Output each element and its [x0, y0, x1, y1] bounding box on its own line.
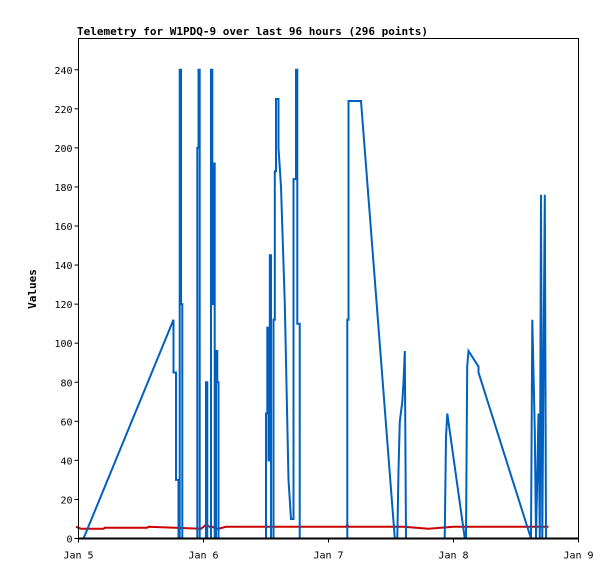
y-tick-label: 200: [54, 144, 72, 155]
y-tick-label: 40: [60, 456, 72, 467]
y-tick-label: 180: [54, 183, 72, 194]
axis-ticks: 0 20 40 60 80 100 120 140 160 180 200 220 240 Jan 5 Ja…: [54, 66, 593, 562]
y-tick-label: 120: [54, 300, 72, 311]
y-tick-label: 220: [54, 105, 72, 116]
x-tick-label: Jan 7: [313, 551, 343, 562]
series-line-0: [75, 522, 549, 530]
series-group: [75, 68, 579, 540]
y-tick-label: 80: [60, 378, 72, 389]
y-tick-label: 20: [60, 495, 72, 506]
y-tick-label: 0: [66, 535, 72, 546]
y-tick-label: 100: [54, 339, 72, 350]
x-tick-label: Jan 5: [63, 551, 93, 562]
x-tick-label: Jan 8: [438, 551, 468, 562]
series-line-1: [82, 68, 548, 540]
y-axis-label: Values: [26, 269, 39, 309]
x-tick-label: Jan 9: [563, 551, 593, 562]
y-tick-label: 240: [54, 66, 72, 77]
chart-title: Telemetry for W1PDQ-9 over last 96 hours…: [77, 25, 428, 38]
plot-frame: [78, 38, 579, 539]
y-tick-label: 60: [60, 417, 72, 428]
y-tick-label: 140: [54, 261, 72, 272]
y-tick-label: 160: [54, 222, 72, 233]
x-tick-label: Jan 6: [188, 551, 218, 562]
